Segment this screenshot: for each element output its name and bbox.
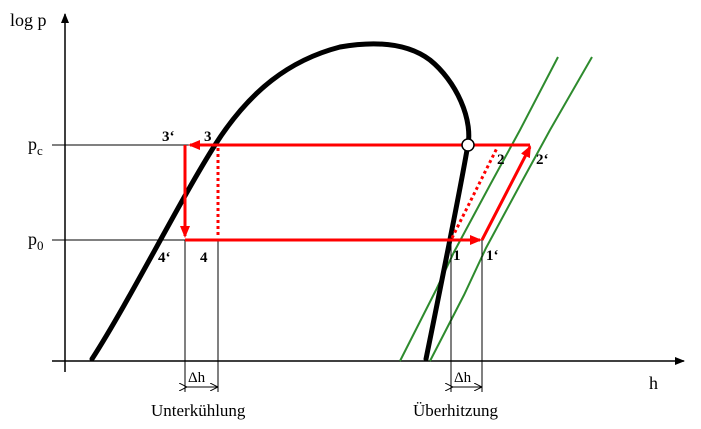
dh-right-label: Δh [454,370,472,386]
dh-left-label: Δh [188,370,206,386]
saturation-dome [89,41,472,362]
point-label-1: 1 [453,248,461,264]
cycle-compression-dotted [450,147,499,239]
pc-label: pc [28,134,43,158]
point-label-3: 3 [204,129,212,145]
p0-label-sub: 0 [37,238,44,253]
pc-label-sub: c [37,143,43,158]
point-label-1p: 1‘ [486,248,499,264]
point-label-2p: 2‘ [536,152,549,168]
point-label-2: 2 [497,152,505,168]
saturation-point-marker [461,138,475,152]
cycle-compression-line [480,145,532,241]
isotherm-line-2 [429,56,593,362]
subcooling-caption: Unterkühlung [151,401,246,420]
point-label-3p: 3‘ [162,129,175,145]
isotherm-line-1 [399,56,559,362]
superheating-caption: Überhitzung [413,401,498,420]
point-label-4: 4 [200,250,208,266]
p0-label-base: p [28,229,37,249]
y-axis-label: log p [10,10,47,30]
pc-label-base: p [28,134,37,154]
x-axis-label: h [649,373,658,393]
point-label-4p: 4‘ [158,250,171,266]
p0-label: p0 [28,229,44,253]
